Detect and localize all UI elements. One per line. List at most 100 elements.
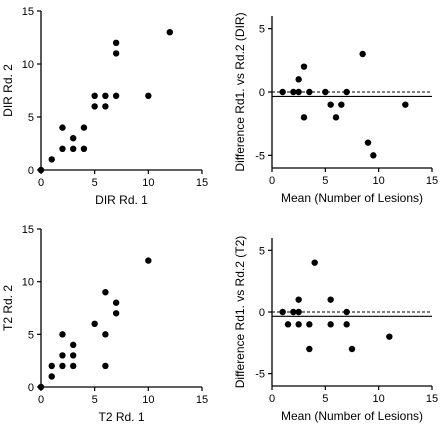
x-tick-label: 5 bbox=[322, 393, 328, 405]
data-point bbox=[359, 50, 366, 58]
chart-panel-2: 0 5 10 15 -5 0 5 Mean (Number of Lesions) Differ… bbox=[233, 12, 438, 205]
x-tick-label: 10 bbox=[142, 177, 154, 189]
y-tick-label: 10 bbox=[22, 59, 34, 71]
data-point bbox=[59, 124, 66, 131]
data-point bbox=[295, 308, 302, 316]
data-point bbox=[102, 289, 109, 296]
x-tick-label: 0 bbox=[269, 393, 275, 405]
data-point bbox=[59, 362, 66, 370]
data-point bbox=[322, 88, 329, 96]
y-axis-label: Difference Rd1. vs Rd.2 (T2) bbox=[233, 236, 247, 389]
data-point bbox=[70, 352, 77, 359]
data-point bbox=[327, 101, 334, 108]
data-point bbox=[91, 320, 98, 327]
x-tick-label: 15 bbox=[196, 177, 208, 189]
data-point bbox=[102, 92, 109, 100]
data-point bbox=[91, 103, 98, 110]
data-point bbox=[166, 29, 173, 36]
x-axis-label: DIR Rd. 1 bbox=[95, 193, 148, 207]
data-point bbox=[37, 383, 45, 391]
y-tick-label: 0 bbox=[28, 165, 34, 177]
data-point bbox=[70, 135, 77, 142]
data-point bbox=[311, 259, 318, 266]
data-point bbox=[295, 76, 302, 83]
data-point bbox=[327, 296, 334, 303]
data-point bbox=[112, 310, 120, 317]
data-point bbox=[37, 166, 45, 174]
data-point bbox=[327, 321, 334, 328]
data-point bbox=[70, 145, 77, 152]
data-point bbox=[290, 308, 297, 316]
y-tick-label: -5 bbox=[255, 369, 265, 381]
data-point bbox=[48, 362, 55, 370]
data-point bbox=[300, 63, 308, 70]
data-point bbox=[59, 331, 66, 338]
data-point bbox=[306, 88, 313, 96]
x-axis-label: T2 Rd. 1 bbox=[98, 410, 144, 424]
x-tick-label: 0 bbox=[269, 175, 275, 187]
data-point bbox=[112, 50, 120, 57]
y-tick-label: 5 bbox=[28, 329, 34, 341]
data-point bbox=[112, 299, 120, 306]
y-tick-label: 15 bbox=[22, 224, 34, 236]
y-axis-label: DIR Rd. 2 bbox=[1, 64, 15, 117]
data-point bbox=[70, 341, 77, 349]
y-axis-label: Difference Rd1. vs Rd.2 (DIR) bbox=[233, 12, 247, 171]
x-tick-label: 15 bbox=[426, 175, 438, 187]
y-tick-label: 5 bbox=[28, 112, 34, 124]
data-point bbox=[91, 92, 98, 100]
data-point bbox=[343, 321, 350, 328]
data-point bbox=[386, 333, 393, 340]
data-point bbox=[279, 308, 286, 316]
data-point bbox=[306, 321, 313, 328]
data-point bbox=[48, 373, 55, 380]
x-tick-label: 5 bbox=[92, 177, 98, 189]
data-point bbox=[370, 152, 377, 159]
y-tick-label: 10 bbox=[22, 277, 34, 289]
y-tick-label: 5 bbox=[259, 24, 265, 36]
x-tick-label: 5 bbox=[322, 175, 328, 187]
x-tick-label: 10 bbox=[373, 393, 385, 405]
x-tick-label: 10 bbox=[142, 394, 154, 406]
data-point bbox=[295, 88, 302, 96]
data-point bbox=[306, 345, 313, 353]
data-point bbox=[279, 88, 286, 96]
data-point bbox=[70, 362, 77, 370]
data-point bbox=[300, 114, 308, 121]
data-point bbox=[80, 145, 88, 152]
data-point bbox=[48, 156, 55, 163]
data-point bbox=[295, 296, 302, 303]
data-point bbox=[102, 362, 109, 370]
data-point bbox=[290, 88, 297, 96]
data-point bbox=[295, 321, 302, 328]
data-point bbox=[102, 331, 109, 338]
data-point bbox=[348, 345, 356, 353]
x-tick-label: 0 bbox=[38, 394, 44, 406]
x-axis-label: Mean (Number of Lesions) bbox=[281, 409, 423, 423]
data-point bbox=[59, 352, 66, 359]
chart-panel-3: 0 5 10 15 0 5 10 15 T2 Rd. 1 T2 Rd. 2 bbox=[1, 224, 208, 424]
data-point bbox=[402, 101, 409, 108]
data-point bbox=[284, 321, 292, 328]
data-point bbox=[80, 124, 88, 131]
data-point bbox=[145, 257, 152, 264]
x-tick-label: 0 bbox=[38, 177, 44, 189]
data-point bbox=[364, 139, 372, 146]
data-point bbox=[332, 114, 340, 121]
chart-panel-1: 0 5 10 15 0 5 10 15 DIR Rd. 1 DIR Rd. 2 bbox=[1, 6, 208, 207]
data-point bbox=[145, 92, 152, 100]
data-point bbox=[338, 101, 345, 108]
y-tick-label: 15 bbox=[22, 6, 34, 18]
x-tick-label: 15 bbox=[426, 393, 438, 405]
data-point bbox=[112, 92, 120, 100]
data-point bbox=[343, 88, 350, 96]
y-axis-label: T2 Rd. 2 bbox=[1, 285, 15, 331]
y-tick-label: 0 bbox=[259, 87, 265, 99]
y-tick-label: -5 bbox=[255, 150, 265, 162]
chart-panel-4: 0 5 10 15 -5 0 5 Mean (Number of Lesions) Differ… bbox=[233, 236, 438, 423]
y-tick-label: 0 bbox=[259, 307, 265, 319]
x-axis-label: Mean (Number of Lesions) bbox=[281, 191, 423, 205]
y-tick-label: 0 bbox=[28, 382, 34, 394]
data-point bbox=[59, 145, 66, 152]
